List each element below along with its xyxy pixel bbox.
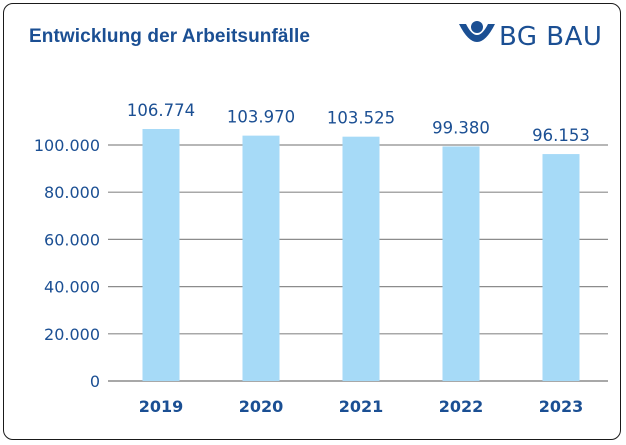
y-tick-label: 0 [90, 372, 100, 391]
y-tick-label: 20.000 [44, 325, 100, 344]
bar-2021 [342, 136, 380, 381]
x-tick-label: 2022 [439, 397, 484, 416]
value-label: 106.774 [127, 101, 195, 120]
x-tick-label: 2023 [539, 397, 584, 416]
chart-title: Entwicklung der Arbeitsunfälle [29, 26, 311, 47]
bar-2023 [542, 154, 580, 381]
y-tick-label: 40.000 [44, 278, 100, 297]
bar-2019 [142, 129, 180, 381]
bar-2022 [442, 146, 480, 381]
value-label: 103.970 [227, 108, 295, 127]
bars [142, 129, 580, 381]
chart-frame [3, 3, 621, 440]
x-tick-label: 2021 [339, 397, 384, 416]
x-tick-label: 2020 [239, 397, 284, 416]
bg-bau-emblem-icon [459, 21, 495, 42]
y-tick-label: 80.000 [44, 183, 100, 202]
value-label: 96.153 [532, 126, 590, 145]
value-label: 99.380 [432, 118, 490, 137]
bg-bau-logo: BG BAU [457, 20, 603, 56]
logo-text: BG BAU [499, 22, 603, 52]
y-tick-label: 100.000 [34, 136, 100, 155]
y-axis-labels: 0 20.000 40.000 60.000 80.000 100.000 [34, 136, 100, 391]
bar-2020 [242, 135, 280, 381]
x-tick-label: 2019 [139, 397, 184, 416]
value-labels: 106.774 103.970 103.525 99.380 96.153 [127, 101, 590, 145]
value-label: 103.525 [327, 109, 395, 128]
x-axis-labels: 2019 2020 2021 2022 2023 [139, 397, 584, 416]
y-tick-label: 60.000 [44, 230, 100, 249]
